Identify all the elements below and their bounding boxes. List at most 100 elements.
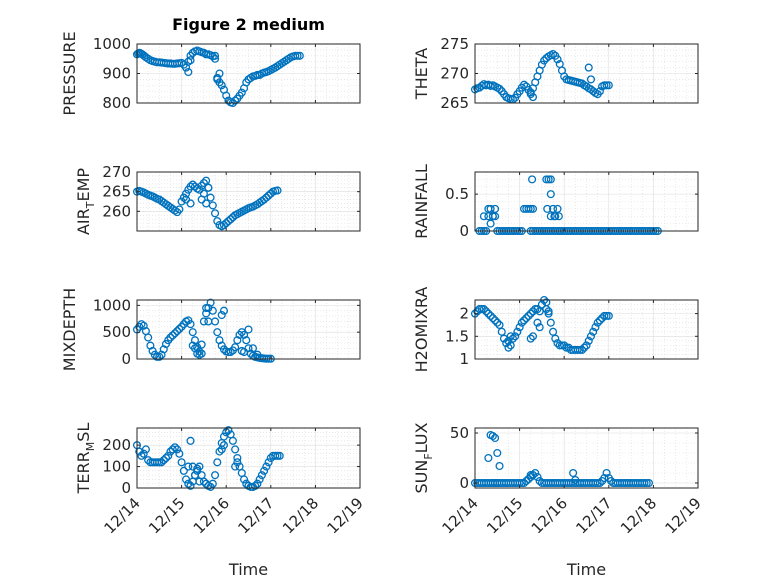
y-axis-label-main: SUN (412, 460, 431, 494)
data-point (479, 305, 488, 314)
data-point (542, 305, 551, 314)
data-point (206, 298, 215, 307)
data-point (170, 206, 179, 215)
y-axis-label-main: H2OMIXRA (412, 287, 431, 373)
y-axis-label-main: RAINFALL (412, 164, 431, 239)
data-point (511, 332, 520, 341)
data-point (595, 478, 604, 488)
data-point (177, 458, 186, 467)
data-point (495, 461, 504, 471)
y-axis-label: PRESSURE (60, 31, 79, 115)
data-point (255, 475, 264, 484)
data-point (584, 63, 593, 72)
data-point (524, 85, 533, 95)
data-point (528, 332, 538, 341)
data-point (199, 178, 208, 188)
data-point (211, 471, 220, 480)
data-point (546, 212, 555, 221)
data-point (528, 470, 538, 480)
data-point (208, 306, 217, 315)
data-point (195, 477, 204, 486)
x-tick-label: 12/17 (234, 494, 277, 537)
data-point (224, 217, 233, 226)
data-point (593, 318, 602, 327)
y-axis-label-subscript: F (422, 453, 435, 459)
y-axis-label-tail: EMP (74, 168, 93, 202)
data-point (202, 199, 211, 208)
data-point (251, 481, 260, 490)
data-point (231, 445, 240, 454)
data-point (206, 193, 215, 202)
data-point (166, 333, 175, 342)
x-tick-label: 12/19 (324, 494, 367, 537)
data-point (219, 221, 229, 230)
data-point (528, 93, 538, 102)
data-point (155, 352, 164, 361)
data-point (526, 309, 535, 318)
data-point (493, 318, 502, 327)
data-point (164, 451, 173, 460)
data-point (215, 69, 224, 78)
data-point (139, 449, 148, 458)
data-point (550, 212, 559, 221)
y-axis-label: AIRTEMP (74, 168, 97, 235)
data-point (188, 180, 197, 189)
data-point (184, 67, 193, 77)
data-point (222, 91, 231, 100)
data-point (520, 478, 529, 488)
data-point (157, 458, 166, 467)
data-point (533, 318, 542, 327)
y-tick-label: 0 (459, 474, 469, 492)
data-point (477, 305, 486, 314)
data-point (491, 212, 500, 221)
x-tick-label: 12/15 (483, 494, 526, 537)
y-axis-label-main: TERR (74, 451, 93, 494)
data-point (544, 175, 553, 184)
data-point (484, 309, 493, 318)
axes-box (474, 427, 699, 489)
data-point (504, 343, 513, 352)
data-point (589, 327, 598, 336)
data-point (175, 205, 184, 214)
x-tick-label: 12/14 (439, 494, 482, 537)
data-point (488, 431, 497, 441)
data-point (226, 215, 235, 224)
data-point (264, 191, 273, 200)
data-point (575, 345, 584, 354)
axes-terr_msl: 12/14 12/15 12/16 12/17 12/18 12/19 0 100 200 TER… (74, 423, 367, 579)
data-point (233, 458, 242, 467)
data-point (213, 217, 222, 226)
data-point (569, 468, 578, 478)
data-point (517, 318, 526, 327)
data-point (528, 204, 538, 213)
x-tick-label: 12/14 (101, 494, 144, 537)
data-point (271, 451, 280, 460)
data-point (553, 55, 562, 64)
data-point (482, 307, 491, 316)
data-point (204, 317, 213, 326)
y-axis-label: THETA (412, 48, 431, 100)
data-point (199, 477, 208, 486)
data-point (577, 345, 587, 354)
y-tick-label: 800 (102, 94, 131, 112)
data-point (531, 305, 540, 314)
data-point (582, 341, 591, 350)
data-point (159, 456, 168, 465)
data-point (175, 324, 184, 334)
y-tick-label: 1 (459, 350, 469, 368)
data-point (184, 479, 193, 488)
data-point (295, 51, 304, 60)
y-tick-label: 200 (102, 436, 131, 454)
data-point (491, 478, 500, 488)
data-point (595, 87, 604, 96)
data-point (602, 468, 611, 478)
data-point (548, 327, 558, 336)
y-axis-label-tail: SL (74, 423, 93, 442)
y-tick-label: 50 (450, 424, 469, 442)
x-tick-label: 12/15 (145, 494, 188, 537)
axes-rainfall: 0 0.5 RAINFALL (412, 164, 699, 240)
y-axis-label: H2OMIXRA (412, 287, 431, 373)
data-point (211, 51, 220, 60)
data-point (526, 334, 535, 343)
data-point (544, 307, 553, 316)
